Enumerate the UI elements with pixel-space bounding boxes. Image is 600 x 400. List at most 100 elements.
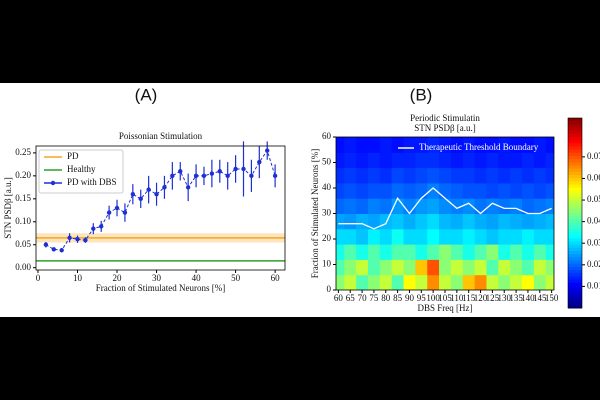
x-tick-label: 80	[381, 293, 391, 303]
heatmap-cell	[439, 259, 452, 276]
y-tick-label: 0.25	[15, 147, 31, 157]
x-tick-label: 105	[438, 293, 452, 303]
point	[209, 171, 215, 176]
point	[249, 173, 254, 179]
heatmap-cell	[533, 274, 547, 290]
heatmap-cell	[522, 152, 535, 169]
heatmap-cell	[498, 274, 511, 290]
heatmap-cell	[439, 244, 452, 260]
heatmap-cell	[415, 259, 428, 276]
colorbar-segment	[568, 127, 582, 132]
heatmap-cell	[545, 198, 554, 214]
heatmap-cell	[427, 167, 440, 184]
heatmap-cell	[391, 167, 405, 184]
heatmap-cell	[356, 244, 369, 260]
heatmap-cell	[391, 137, 405, 153]
x-tick-label: 20	[113, 273, 123, 283]
heatmap-cell	[545, 228, 554, 245]
colorbar-tick-label: 0.01	[587, 280, 600, 290]
heatmap-cell	[462, 213, 476, 230]
heatmap-cell	[391, 182, 405, 199]
colorbar-segment	[568, 156, 582, 160]
colorbar-frame	[567, 117, 583, 309]
point	[122, 210, 128, 215]
colorbar-segment	[568, 238, 582, 242]
heatmap-cell	[356, 274, 369, 290]
heatmap-cell	[510, 213, 523, 230]
heatmap-cell	[379, 198, 393, 214]
heatmap-cell	[367, 213, 381, 230]
heatmap-cell	[356, 213, 369, 230]
colorbar-segment	[568, 168, 582, 173]
heatmap-cell	[533, 198, 547, 214]
heatmap-cell	[450, 167, 464, 184]
point	[146, 187, 151, 192]
legend-swatch	[50, 180, 56, 186]
heatmap-cell	[439, 213, 452, 230]
heatmap-cell	[367, 152, 381, 169]
heatmap-cell	[510, 182, 523, 199]
heatmap-cell	[450, 137, 464, 153]
legend-label: PD with DBS	[67, 177, 117, 187]
heatmap-cell	[336, 244, 345, 260]
point	[193, 173, 199, 179]
x-tick-label: 100	[426, 293, 440, 303]
heatmap-cell	[379, 228, 393, 245]
heatmap-cell	[356, 228, 369, 245]
heatmap-cell	[474, 167, 487, 184]
legend-label: PD	[67, 151, 79, 161]
heatmap-cell	[379, 152, 393, 169]
heatmap-cell	[344, 259, 357, 276]
heatmap-cell	[545, 259, 554, 276]
heatmap-cell	[415, 213, 428, 230]
heatmap-cell	[379, 182, 393, 199]
top-band	[0, 0, 600, 83]
heatmap-cell	[336, 167, 345, 184]
heatmap-cell	[379, 244, 393, 260]
x-tick-label: 120	[474, 293, 488, 303]
point	[257, 159, 262, 165]
heatmap-cell	[450, 152, 464, 169]
heatmap-cell	[344, 244, 357, 260]
heatmap-cell	[403, 182, 416, 199]
heatmap-cell	[474, 274, 487, 290]
y-tick-label: 0.20	[15, 170, 31, 180]
heatmap-cell	[486, 213, 499, 230]
heatmap-cell	[533, 152, 547, 169]
axes-frame	[35, 145, 286, 271]
point	[272, 173, 278, 179]
heatmap-cell	[533, 137, 547, 153]
heatmap-cell	[474, 198, 487, 214]
heatmap-cell	[462, 137, 476, 153]
heatmap-cell	[462, 228, 476, 245]
heatmap-cell	[427, 213, 440, 230]
x-tick-label: 135	[509, 293, 523, 303]
x-axis-label: DBS Freq [Hz]	[418, 303, 473, 313]
heatmap-cell	[379, 259, 393, 276]
colorbar-segment	[568, 146, 582, 151]
x-tick-label: 75	[369, 293, 379, 303]
colorbar-segment	[568, 187, 582, 192]
point	[43, 242, 49, 247]
colorbar-segment	[568, 298, 582, 303]
colorbar-segment	[568, 178, 582, 182]
heatmap-cell	[403, 274, 416, 290]
heatmap-cell	[450, 244, 464, 260]
heatmap-cell	[533, 213, 547, 230]
colorbar-segment	[568, 232, 582, 236]
heatmap	[336, 137, 554, 290]
heatmap-cell	[439, 167, 452, 184]
colorbar-segment	[568, 235, 582, 239]
heatmap-cell	[356, 152, 369, 169]
heatmap-cell	[403, 213, 416, 230]
heatmap-cell	[427, 259, 440, 276]
heatmap-cell	[403, 198, 416, 214]
point	[75, 237, 80, 242]
colorbar-segment	[568, 282, 582, 287]
y-tick-label: 0	[327, 284, 332, 294]
axes-frame	[335, 136, 555, 291]
colorbar-segment	[568, 241, 582, 246]
colorbar-segment	[568, 285, 582, 290]
colorbar-segment	[568, 181, 582, 185]
